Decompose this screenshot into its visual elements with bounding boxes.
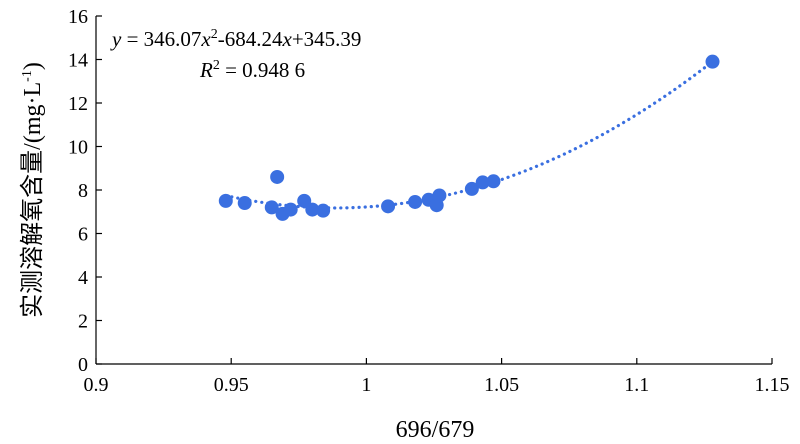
data-point-10 <box>408 194 423 209</box>
data-point-8 <box>316 203 331 218</box>
axes: 0 2 4 6 8 10 12 14 16 0.9 0.95 1 1.05 1.1 1.15 <box>68 6 790 396</box>
x-tick-label-4: 1.1 <box>624 374 649 396</box>
y-tick-label-6: 12 <box>68 93 88 115</box>
data-point-7 <box>305 202 320 217</box>
x-axis-title: 696/679 <box>396 417 475 443</box>
y-tick-label-8: 16 <box>68 6 88 28</box>
data-point-5 <box>283 202 298 217</box>
data-point-16 <box>486 174 501 189</box>
data-point-9 <box>381 199 396 214</box>
y-axis-title: 实测溶解氧含量/(mg·L-1) <box>19 62 46 318</box>
x-tick-label-5: 1.15 <box>755 374 790 396</box>
y-tick-label-7: 14 <box>68 50 88 72</box>
y-tick-label-1: 2 <box>78 311 88 333</box>
y-tick-label-5: 10 <box>68 137 88 159</box>
y-tick-label-0: 0 <box>78 354 88 376</box>
equation-text: y = 346.07x2-684.24x+345.39 <box>110 27 361 51</box>
data-point-1 <box>237 196 252 211</box>
data-point-0 <box>218 193 233 208</box>
y-tick-label-3: 6 <box>78 224 88 246</box>
data-points <box>218 54 720 221</box>
data-point-13 <box>432 188 447 203</box>
y-tick-label-4: 8 <box>78 180 88 202</box>
x-tick-label-2: 1 <box>361 374 371 396</box>
x-tick-label-3: 1.05 <box>484 374 519 396</box>
x-tick-label-0: 0.9 <box>84 374 109 396</box>
data-point-15 <box>475 175 490 190</box>
y-tick-label-2: 4 <box>78 267 88 289</box>
data-point-3 <box>270 169 285 184</box>
data-point-14 <box>464 181 479 196</box>
data-point-17 <box>705 54 720 69</box>
data-point-2 <box>264 200 279 215</box>
r-squared-text: R2 = 0.948 6 <box>199 58 305 82</box>
x-tick-label-1: 0.95 <box>214 374 249 396</box>
